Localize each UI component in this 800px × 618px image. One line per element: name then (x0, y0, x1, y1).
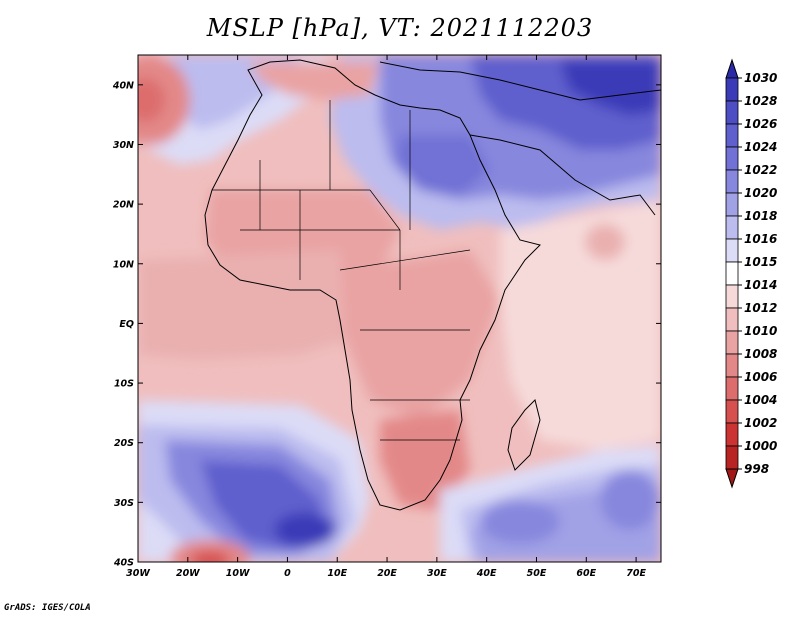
colorbar-label: 1004 (744, 393, 777, 407)
field-cape-low-core (190, 551, 230, 562)
x-tick-label: 40E (476, 568, 497, 579)
colorbar-segment (725, 330, 739, 355)
y-tick-label: 30S (114, 498, 134, 509)
y-tick-label: 10S (114, 379, 134, 390)
y-tick-label: 10N (113, 259, 134, 270)
y-tick-label: 40N (112, 80, 134, 91)
x-tick-label: 20W (176, 568, 200, 579)
y-tick-label: 30N (113, 140, 134, 151)
y-tick-label: EQ (119, 319, 134, 330)
colorbar-bottom-arrow (725, 468, 739, 489)
colorbar-label: 1002 (744, 416, 777, 430)
map-title: MSLP [hPa], VT: 2021112203 (206, 14, 594, 42)
field-indian-ocean-low (585, 224, 625, 260)
colorbar-label: 1028 (744, 94, 777, 108)
x-tick-label: 30W (126, 568, 150, 579)
colorbar-segment (725, 284, 739, 309)
field-equatorial-band (138, 250, 345, 360)
plot-frame (137, 54, 662, 563)
arabian-coastline (469, 134, 656, 216)
colorbar-segment (725, 376, 739, 401)
colorbar-label: 1006 (744, 370, 777, 384)
x-tick-label: 10W (226, 568, 250, 579)
colorbar-segment (725, 353, 739, 378)
colorbar: 1030 1028 1026 1024 1022 1020 1018 1016 1015 1014… (725, 58, 777, 489)
colorbar-label: 1024 (744, 140, 777, 154)
colorbar-segment (725, 146, 739, 171)
pressure-field (138, 55, 661, 562)
colorbar-segment (725, 307, 739, 332)
colorbar-label: 1020 (744, 186, 777, 200)
grads-credit: GrADS: IGES/COLA (4, 603, 91, 613)
x-tick-label: 30E (427, 568, 447, 579)
colorbar-label: 1012 (744, 301, 777, 315)
internal-borders (212, 100, 471, 441)
colorbar-segment (725, 123, 739, 148)
colorbar-segment (725, 215, 739, 240)
field-indian-ocean (500, 200, 661, 450)
colorbar-label: 1016 (744, 232, 777, 246)
colorbar-label: 1014 (744, 278, 777, 292)
colorbar-segment (725, 422, 739, 447)
field-east-indian-high (600, 470, 660, 530)
x-tick-label: 60E (576, 568, 596, 579)
y-tick-label: 20N (113, 200, 134, 211)
colorbar-label: 1026 (744, 117, 777, 131)
x-tick-label: 70E (626, 568, 646, 579)
y-axis: 40N 30N 20N 10N EQ 10S 20S 30S 40S (112, 80, 661, 569)
field-south-indian-high-core (480, 500, 560, 544)
field-mediterranean-low (250, 62, 380, 100)
x-tick-label: 0 (284, 568, 291, 579)
colorbar-segment (725, 169, 739, 194)
colorbar-segment (725, 261, 739, 286)
x-tick-label: 10E (327, 568, 347, 579)
colorbar-segment (725, 445, 739, 470)
eurasia-coastline (379, 61, 661, 101)
colorbar-segment (725, 77, 739, 102)
colorbar-label: 1010 (744, 324, 777, 338)
colorbar-label: 1022 (744, 163, 777, 177)
x-tick-label: 50E (527, 568, 547, 579)
field-central-africa-low (340, 250, 500, 420)
field-south-atlantic-high-peak (275, 513, 335, 547)
field-north-high-peak (560, 60, 661, 115)
field-southern-africa-low (380, 410, 470, 510)
africa-coastline (204, 59, 541, 511)
colorbar-label: 1000 (744, 439, 777, 453)
y-tick-label: 20S (114, 438, 134, 449)
colorbar-label: 1030 (744, 71, 777, 85)
colorbar-segment (725, 192, 739, 217)
colorbar-label: 1008 (744, 347, 777, 361)
field-atlantic-low-core (138, 78, 165, 122)
y-tick-label: 40S (113, 558, 134, 569)
field-egypt-high (395, 135, 490, 195)
colorbar-label: 1015 (744, 255, 777, 269)
colorbar-segment (725, 100, 739, 125)
coastlines (204, 59, 661, 511)
colorbar-segment (725, 399, 739, 424)
colorbar-label: 1018 (744, 209, 777, 223)
madagascar-coastline (507, 399, 541, 471)
colorbar-segment (725, 238, 739, 263)
x-tick-label: 20E (377, 568, 397, 579)
colorbar-top-arrow (725, 58, 739, 79)
colorbar-label: 998 (744, 462, 769, 476)
x-axis: 30W 20W 10W 0 10E 20E 30E 40E 50E 60E 70E (126, 55, 646, 579)
